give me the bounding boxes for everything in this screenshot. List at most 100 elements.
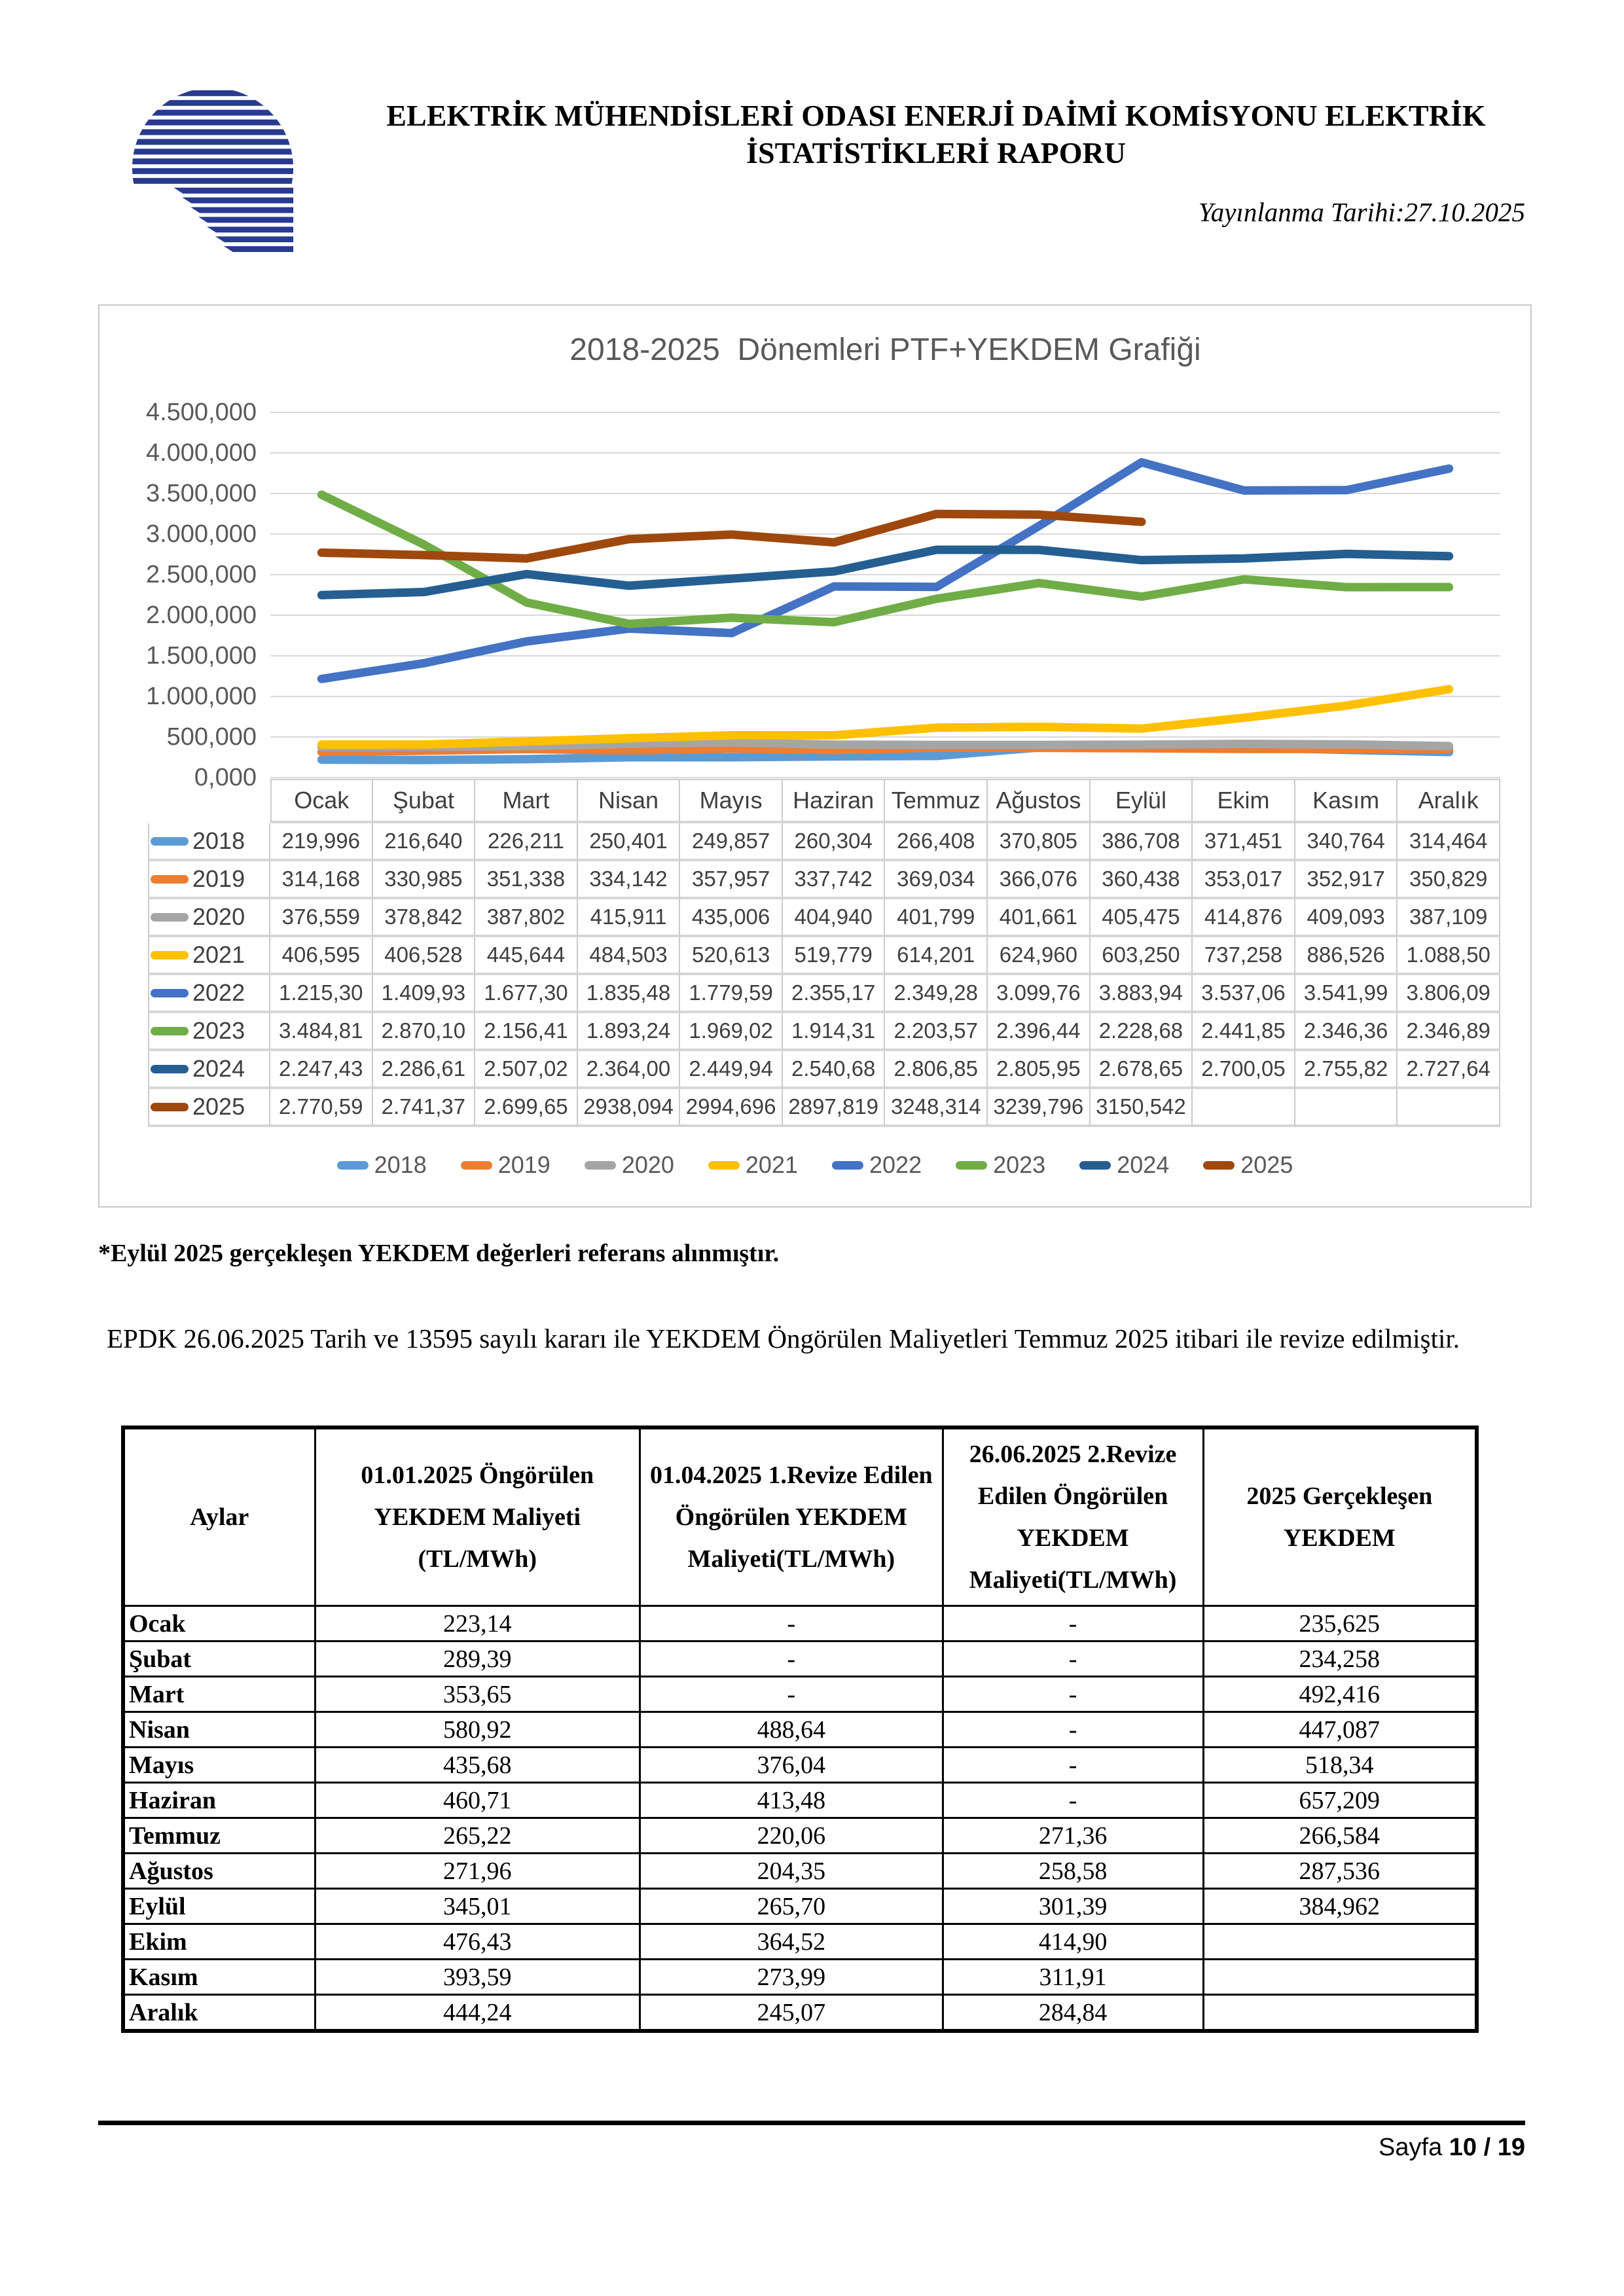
y-axis-tick: 1.500,000 bbox=[145, 642, 257, 670]
chart-table-cell: 2.755,82 bbox=[1295, 1051, 1398, 1089]
chart-table-cell: 219,996 bbox=[270, 823, 373, 861]
chart-table-cell: 886,526 bbox=[1295, 937, 1398, 975]
cost-table-header: 2025 Gerçekleşen YEKDEM bbox=[1202, 1426, 1478, 1607]
y-axis-tick: 3.500,000 bbox=[145, 480, 257, 507]
cost-table-cell: 444,24 bbox=[314, 1994, 641, 2032]
y-axis-tick: 4.500,000 bbox=[145, 399, 257, 426]
chart-table-cell: 260,304 bbox=[782, 823, 886, 861]
legend-label: 2024 bbox=[1117, 1151, 1170, 1178]
cost-table-cell: 258,58 bbox=[941, 1852, 1204, 1890]
cost-table-row: Mart 353,65- -492,416 bbox=[122, 1676, 1478, 1713]
month-header: Ocak bbox=[270, 779, 373, 823]
chart-table-cell: 409,093 bbox=[1295, 899, 1398, 937]
chart-table-cell: 2.700,05 bbox=[1193, 1051, 1295, 1089]
chart-table-cell: 2994,696 bbox=[680, 1089, 783, 1127]
chart-table-cell: 1.677,30 bbox=[475, 975, 578, 1013]
chart-table-cell: 1.893,24 bbox=[577, 1013, 681, 1051]
legend-swatch-icon bbox=[708, 1160, 740, 1170]
cost-table-cell: - bbox=[941, 1746, 1204, 1784]
page-number-label: Sayfa bbox=[1379, 2134, 1443, 2161]
cost-table-cell: 311,91 bbox=[941, 1958, 1204, 1996]
cost-table-row: Temmuz 265,22 220,06 271,36 266,584 bbox=[122, 1817, 1478, 1854]
chart-legend: 2018 2019 2020 2021 2022 2023 2024 2025 bbox=[99, 1151, 1530, 1179]
chart-table-cell: 2.727,64 bbox=[1398, 1051, 1500, 1089]
chart-table-cell: 2.286,61 bbox=[372, 1051, 476, 1089]
chart-table-cell: 1.914,31 bbox=[782, 1013, 886, 1051]
series-swatch-icon bbox=[151, 950, 189, 960]
legend-item-2025: 2025 bbox=[1203, 1151, 1293, 1179]
chart-table-cell: 1.215,30 bbox=[270, 975, 373, 1013]
cost-table-cell bbox=[1202, 1923, 1478, 1960]
epdk-paragraph: EPDK 26.06.2025 Tarih ve 13595 sayılı ka… bbox=[107, 1323, 1460, 1354]
legend-label: 2020 bbox=[621, 1151, 674, 1178]
month-header: Nisan bbox=[577, 779, 681, 823]
series-row-label: 2018 bbox=[148, 823, 270, 861]
series-row-label: 2019 bbox=[148, 861, 270, 899]
cost-table-cell: 460,71 bbox=[314, 1782, 641, 1819]
cost-table-cell: 271,96 bbox=[314, 1852, 641, 1890]
cost-table-cell: 435,68 bbox=[314, 1746, 641, 1784]
legend-label: 2022 bbox=[869, 1151, 922, 1178]
chart-table-cell: 2.203,57 bbox=[885, 1013, 988, 1051]
cost-table-cell: 223,14 bbox=[314, 1605, 641, 1642]
chart-table-cell: 351,338 bbox=[475, 861, 578, 899]
chart-table-cell: 3.099,76 bbox=[988, 975, 1091, 1013]
report-title-line1: ELEKTRİK MÜHENDİSLERİ ODASI ENERJİ DAİMİ… bbox=[386, 99, 1486, 132]
chart-table-cell: 226,211 bbox=[475, 823, 578, 861]
series-row-label: 2022 bbox=[148, 975, 270, 1013]
month-header: Ağustos bbox=[988, 779, 1091, 823]
legend-label: 2025 bbox=[1240, 1151, 1293, 1178]
month-header: Mayıs bbox=[680, 779, 783, 823]
chart-table-cell bbox=[1295, 1089, 1398, 1127]
series-row-label: 2021 bbox=[148, 937, 270, 975]
cost-table-cell: 301,39 bbox=[941, 1888, 1204, 1925]
cost-table-cell: 234,258 bbox=[1202, 1640, 1478, 1677]
chart-data-table: Ocak Şubat Mart Nisan Mayıs Haziran Temmuz Ağus… bbox=[148, 779, 1500, 1127]
series-swatch-icon bbox=[151, 912, 189, 922]
chart-table-cell: 2.806,85 bbox=[885, 1051, 988, 1089]
series-swatch-icon bbox=[151, 836, 189, 846]
chart-table-cell: 386,708 bbox=[1090, 823, 1193, 861]
cost-table-cell: - bbox=[639, 1605, 944, 1642]
chart-table-cell: 406,528 bbox=[372, 937, 476, 975]
chart-table-cell: 250,401 bbox=[577, 823, 681, 861]
cost-table-row: Mayıs 435,68 376,04-518,34 bbox=[122, 1746, 1478, 1784]
chart-table-cell: 519,779 bbox=[782, 937, 886, 975]
chart-table-cell: 266,408 bbox=[885, 823, 988, 861]
chart-table-cell: 376,559 bbox=[270, 899, 373, 937]
legend-swatch-icon bbox=[584, 1160, 616, 1170]
cost-table-row: Ekim 476,43 364,52 414,90 bbox=[122, 1923, 1478, 1960]
chart-table-cell: 387,802 bbox=[475, 899, 578, 937]
legend-label: 2023 bbox=[993, 1151, 1046, 1178]
cost-table-cell: 413,48 bbox=[639, 1782, 944, 1819]
cost-table-month: Nisan bbox=[122, 1711, 316, 1748]
chart-table-cell: 366,076 bbox=[988, 861, 1091, 899]
cost-table-cell: 204,35 bbox=[639, 1852, 944, 1890]
chart-table-cell bbox=[1193, 1089, 1295, 1127]
chart-table-cell: 2.228,68 bbox=[1090, 1013, 1193, 1051]
chart-table-cell: 3.883,94 bbox=[1090, 975, 1193, 1013]
series-year: 2023 bbox=[192, 1017, 245, 1044]
series-line-2022 bbox=[317, 457, 1454, 683]
y-axis-tick: 3.000,000 bbox=[145, 520, 257, 548]
report-title-line2: İSTATİSTİKLERİ RAPORU bbox=[746, 136, 1126, 170]
cost-table-month: Temmuz bbox=[122, 1817, 316, 1854]
reference-note: *Eylül 2025 gerçekleşen YEKDEM değerleri… bbox=[98, 1240, 780, 1267]
chart-table-cell: 401,661 bbox=[988, 899, 1091, 937]
legend-swatch-icon bbox=[336, 1160, 369, 1170]
chart-table-cell: 2.156,41 bbox=[475, 1013, 578, 1051]
cost-table-month: Kasım bbox=[122, 1958, 316, 1996]
legend-item-2020: 2020 bbox=[584, 1151, 674, 1179]
cost-table-cell: 518,34 bbox=[1202, 1746, 1478, 1784]
chart-table-cell: 3239,796 bbox=[988, 1089, 1091, 1127]
series-year: 2020 bbox=[192, 903, 245, 930]
cost-table-cell: 488,64 bbox=[639, 1711, 944, 1748]
cost-table-header: 01.01.2025 Öngörülen YEKDEM Maliyeti (TL… bbox=[314, 1426, 641, 1607]
cost-table-cell bbox=[1202, 1958, 1478, 1996]
chart-table-cell: 3.537,06 bbox=[1193, 975, 1295, 1013]
cost-table-row: Ocak 223,14- -235,625 bbox=[122, 1605, 1478, 1642]
cost-table-cell: 384,962 bbox=[1202, 1888, 1478, 1925]
cost-table-cell: 273,99 bbox=[639, 1958, 944, 1996]
cost-table-cell: 353,65 bbox=[314, 1676, 641, 1713]
cost-table-cell: - bbox=[941, 1640, 1204, 1677]
